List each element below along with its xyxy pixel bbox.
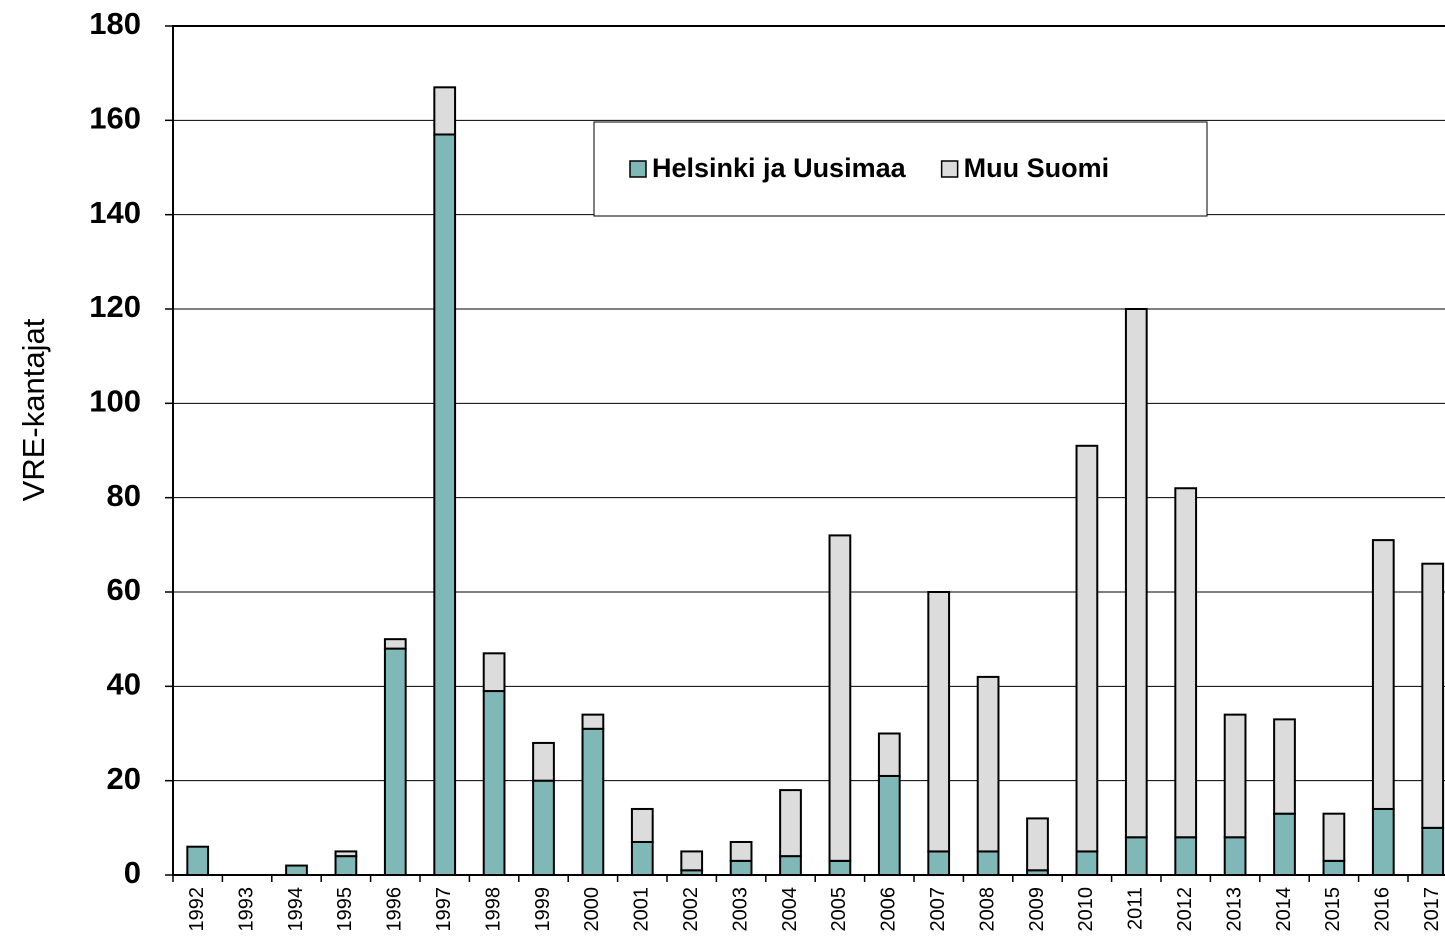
x-tick-label: 2004	[779, 887, 801, 932]
bar-segment	[1273, 812, 1296, 877]
x-tick-label: 1999	[532, 887, 554, 932]
bar-segment	[334, 850, 358, 858]
bar-segment	[779, 789, 802, 858]
y-tick-label: 40	[107, 667, 141, 702]
x-tick-label: 2014	[1273, 887, 1295, 932]
y-tick-label: 160	[89, 101, 141, 136]
x-tick-label: 1995	[334, 887, 356, 932]
bar-segment	[532, 741, 555, 782]
y-axis-label: VRE-kantajat	[16, 318, 51, 501]
bar-segment	[1075, 850, 1099, 877]
bar-segment	[828, 859, 852, 876]
legend-label: Muu Suomi	[964, 153, 1109, 183]
bar-segment	[383, 638, 407, 650]
x-tick-label: 2001	[631, 887, 653, 932]
x-tick-label: 2017	[1421, 887, 1443, 932]
bar-segment	[1223, 836, 1247, 876]
bar-segment	[1124, 308, 1148, 839]
bar-segment	[383, 647, 407, 876]
x-tick-label: 1997	[433, 887, 455, 932]
bar-segment	[729, 859, 753, 876]
bar-segment	[1421, 562, 1445, 829]
x-tick-label: 1993	[235, 887, 257, 932]
x-tick-label: 2007	[927, 887, 949, 932]
bar-segment	[877, 732, 901, 777]
bar-segment	[877, 774, 901, 877]
bar-segment	[976, 850, 1000, 877]
bar-segment	[334, 855, 358, 877]
bar-segment	[927, 850, 951, 877]
x-tick-label: 2012	[1174, 887, 1196, 932]
bar-segment	[482, 690, 506, 876]
bar-segment	[581, 727, 605, 876]
x-tick-label: 2000	[581, 887, 603, 932]
x-tick-label: 2011	[1125, 887, 1147, 930]
legend-swatch	[940, 160, 959, 178]
legend-label: Helsinki ja Uusimaa	[652, 153, 907, 183]
bar-segment	[630, 840, 654, 877]
x-tick-label: 1992	[186, 887, 208, 932]
bar-segment	[482, 652, 506, 693]
bar-segment	[1174, 487, 1198, 839]
legend-swatch	[629, 160, 647, 178]
x-tick-label: 2010	[1075, 887, 1097, 932]
y-tick-label: 100	[89, 384, 141, 419]
x-tick-label: 2005	[828, 887, 850, 932]
bar-segment	[729, 840, 753, 862]
bar-segment	[1322, 859, 1346, 876]
y-tick-label: 120	[89, 289, 141, 324]
bar-segment	[1371, 539, 1395, 810]
bar-segment	[630, 807, 654, 843]
x-tick-label: 1998	[482, 887, 504, 932]
y-tick-label: 80	[107, 478, 141, 513]
bar-segment	[1026, 817, 1049, 872]
bar-segment	[1174, 836, 1198, 876]
y-tick-label: 180	[89, 6, 141, 41]
y-tick-label: 140	[89, 195, 141, 230]
x-tick-label: 2013	[1223, 887, 1245, 932]
x-tick-label: 2009	[1026, 887, 1048, 932]
x-tick-label: 2003	[729, 887, 751, 932]
x-tick-label: 2015	[1322, 887, 1344, 932]
x-tick-label: 2006	[878, 887, 900, 932]
bar-segment	[680, 850, 704, 872]
bar-segment	[581, 713, 605, 730]
bar-segment	[1075, 444, 1099, 853]
bar-segment	[1223, 713, 1247, 839]
legend-box	[593, 121, 1208, 217]
bar-segment	[433, 86, 457, 136]
bar-segment	[532, 779, 555, 877]
x-tick-label: 2002	[680, 887, 702, 932]
bar-segment	[828, 534, 852, 862]
y-tick-label: 0	[124, 855, 141, 890]
bar-segment	[285, 864, 308, 876]
bar-segment	[779, 855, 802, 877]
x-tick-label: 1996	[384, 887, 406, 932]
bar-segment	[1421, 826, 1445, 876]
y-tick-label: 60	[107, 572, 141, 607]
x-tick-label: 2016	[1372, 887, 1394, 932]
bar-segment	[186, 845, 210, 877]
bar-segment	[927, 591, 951, 853]
bar-segment	[433, 133, 457, 876]
bar-segment	[1124, 836, 1148, 876]
bar-segment	[1322, 812, 1346, 862]
x-tick-label: 2008	[976, 887, 998, 932]
x-tick-label: 1994	[285, 887, 307, 932]
bar-segment	[976, 675, 1000, 853]
bar-segment	[1273, 718, 1296, 815]
y-tick-label: 20	[107, 761, 141, 796]
bar-segment	[1371, 807, 1395, 877]
